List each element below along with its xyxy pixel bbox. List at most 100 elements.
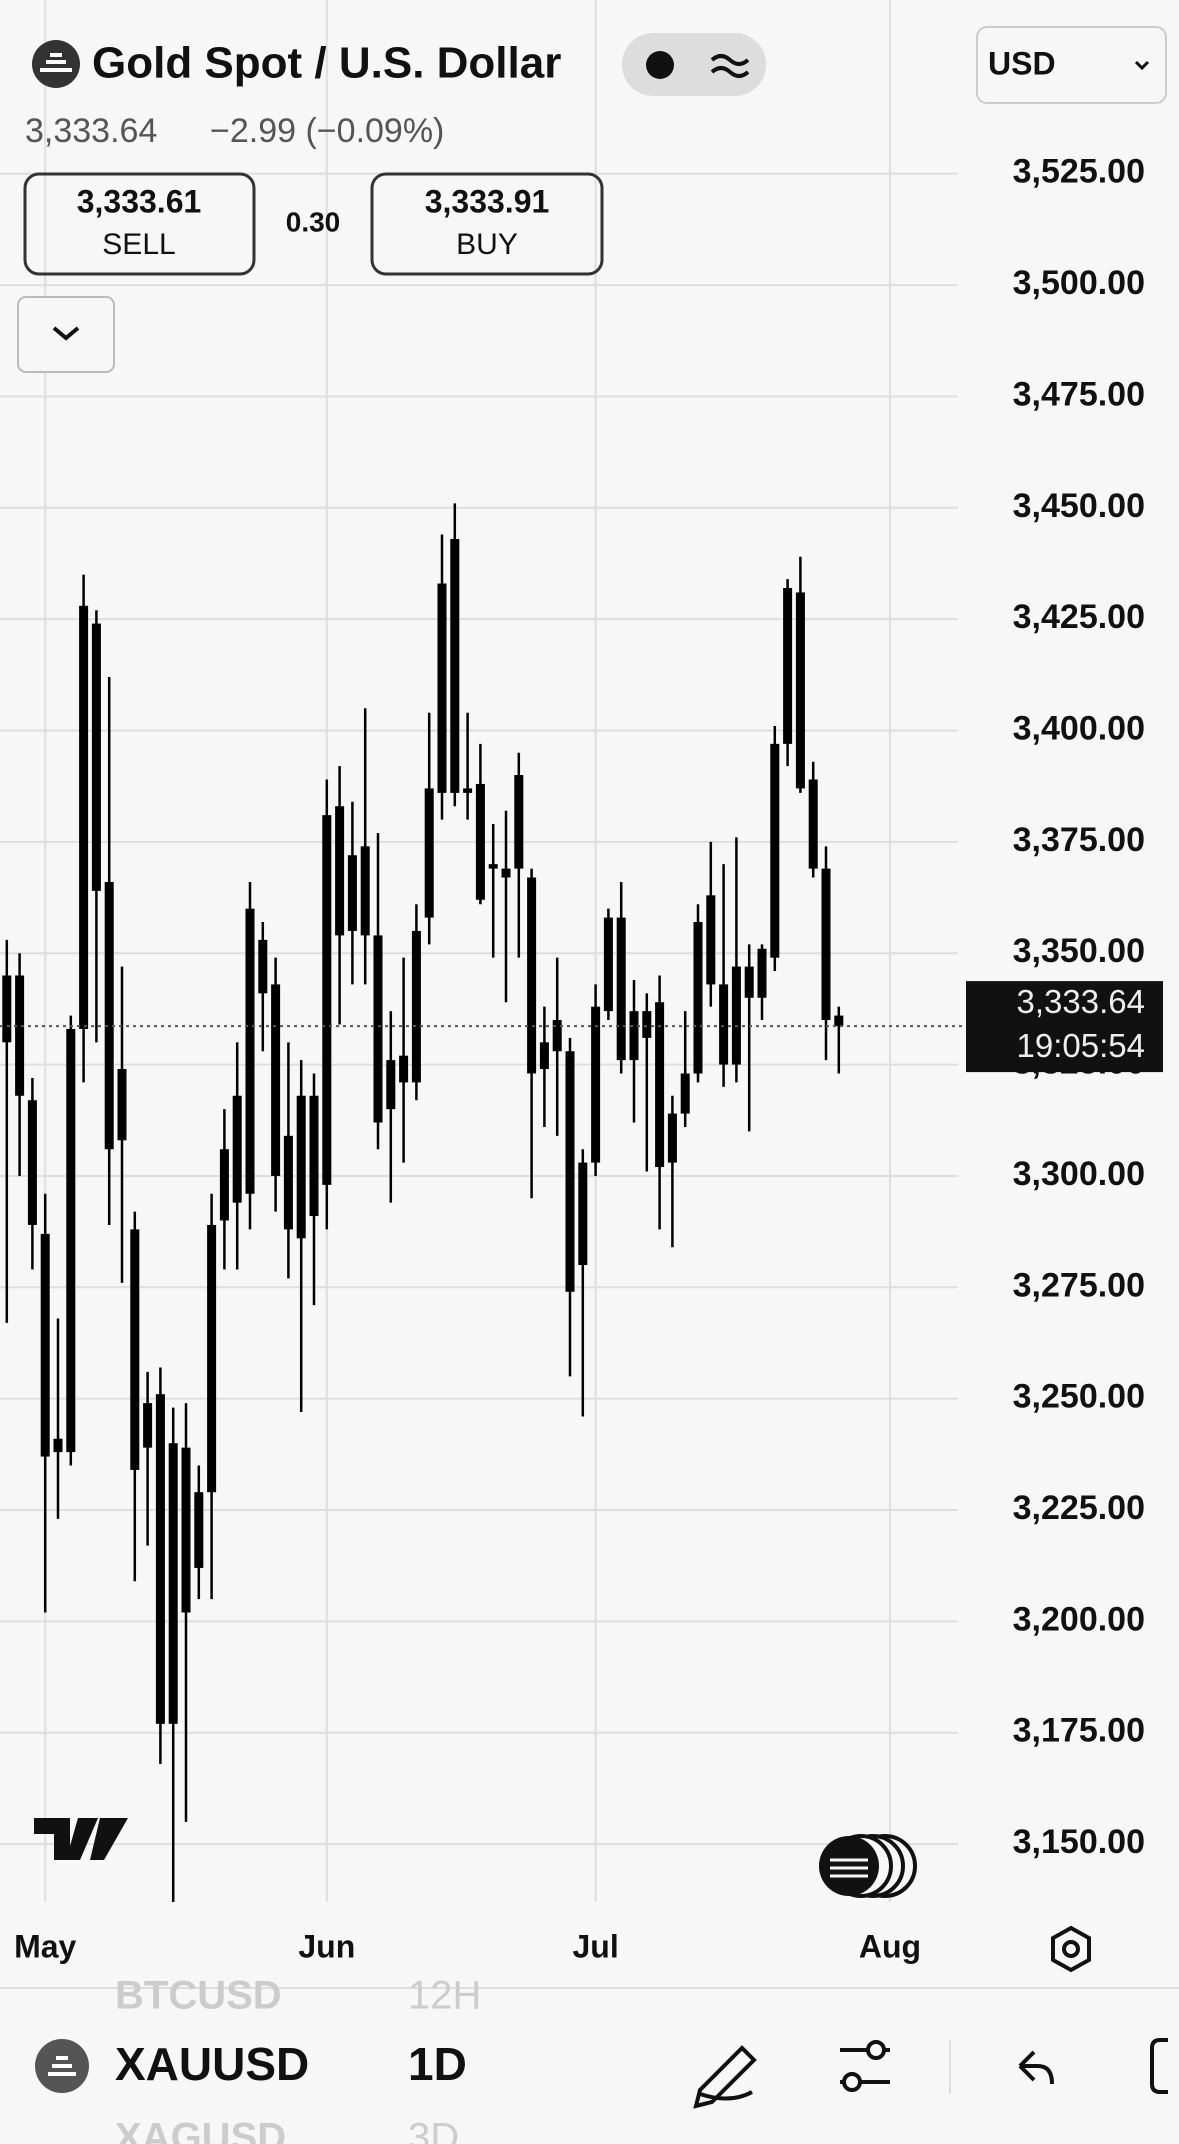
- mode-toggle[interactable]: [622, 33, 766, 96]
- chart-title: Gold Spot / U.S. Dollar: [92, 39, 561, 88]
- candle-body: [706, 895, 716, 985]
- draw-icon[interactable]: [693, 2045, 757, 2109]
- candle-body: [680, 1073, 690, 1114]
- price-change: −2.99 (−0.09%): [210, 112, 444, 150]
- y-tick-label: 3,200.00: [1013, 1600, 1145, 1638]
- candle-body: [450, 538, 460, 793]
- candle-body: [53, 1438, 63, 1453]
- prev-interval[interactable]: 12H: [408, 1974, 481, 2018]
- y-tick-label: 3,500.00: [1013, 264, 1145, 302]
- settings-icon[interactable]: [1051, 1925, 1091, 1973]
- last-price-label: 3,333.64: [1017, 983, 1145, 1020]
- countdown: 19:05:54: [1017, 1027, 1145, 1064]
- slider-knob: [842, 2072, 862, 2092]
- candle-body: [808, 779, 818, 869]
- candle-body: [347, 855, 357, 931]
- candle-body: [322, 815, 332, 1185]
- candle-body: [258, 939, 268, 994]
- spread: 0.30: [286, 206, 341, 237]
- candle-body: [527, 877, 537, 1074]
- slider-knob: [866, 2040, 886, 2060]
- candle-body: [411, 930, 421, 1083]
- candle-body: [143, 1403, 153, 1448]
- y-tick-label: 3,350.00: [1013, 932, 1145, 970]
- candle-body: [245, 908, 255, 1194]
- logo-glyph: [48, 2056, 76, 2076]
- y-tick-label: 3,375.00: [1013, 821, 1145, 859]
- gear: [1051, 1925, 1091, 1973]
- sell-price: 3,333.61: [77, 183, 202, 219]
- interval[interactable]: 1D: [408, 2038, 467, 2090]
- x-tick-label: Jun: [298, 1928, 355, 1964]
- undo-icon[interactable]: [1018, 2050, 1054, 2085]
- candle-body: [207, 1224, 217, 1493]
- candle-body: [783, 587, 793, 744]
- collapse-button[interactable]: [17, 296, 115, 373]
- y-tick-label: 3,225.00: [1013, 1489, 1145, 1527]
- next-symbol[interactable]: XAGUSD: [115, 2116, 286, 2144]
- y-tick-label: 3,475.00: [1013, 375, 1145, 413]
- y-tick-label: 3,250.00: [1013, 1378, 1145, 1416]
- candle-body: [66, 1028, 76, 1453]
- events-icon: [819, 1834, 917, 1898]
- y-tick-label: 3,175.00: [1013, 1712, 1145, 1750]
- chevron-icon: [52, 326, 80, 341]
- toolbar: BTCUSD 12H XAUUSD 1D XAGUSD 3D: [35, 1974, 1168, 2144]
- candle-body: [821, 868, 831, 1021]
- candle-body: [296, 1095, 306, 1239]
- dropdown-icon: [1134, 60, 1150, 71]
- y-tick-label: 3,450.00: [1013, 487, 1145, 525]
- candle-body: [117, 1069, 127, 1141]
- candle-body: [373, 935, 383, 1123]
- last-price-box: [966, 981, 1163, 1073]
- candle-body: [309, 1095, 319, 1217]
- candle-body: [578, 1162, 588, 1266]
- candle-body: [475, 783, 485, 900]
- candle-body: [744, 966, 754, 998]
- candle-body: [731, 966, 741, 1065]
- candle-body: [591, 1006, 601, 1163]
- candle-body: [795, 592, 805, 789]
- currency-select[interactable]: [976, 26, 1167, 104]
- candle-body: [552, 1020, 562, 1052]
- y-tick-label: 3,275.00: [1013, 1266, 1145, 1304]
- x-tick-label: Aug: [859, 1928, 921, 1964]
- candle-body: [501, 868, 511, 878]
- candle-body: [91, 623, 101, 891]
- candle-body: [770, 743, 780, 958]
- sell-button[interactable]: [23, 172, 256, 276]
- candle-body: [565, 1051, 575, 1292]
- candle-body: [424, 788, 434, 918]
- candle-body: [79, 605, 89, 1029]
- prev-symbol[interactable]: BTCUSD: [115, 1974, 282, 2018]
- candle-body: [642, 1011, 652, 1038]
- candle-body: [360, 846, 370, 936]
- y-tick-label: 3,150.00: [1013, 1823, 1145, 1861]
- candle-body: [27, 1100, 37, 1225]
- candle-body: [271, 984, 281, 1176]
- buy-price: 3,333.91: [425, 183, 550, 219]
- candle-body: [629, 1011, 639, 1061]
- x-tick-label: Jul: [572, 1928, 618, 1964]
- y-tick-label: 3,525.00: [1013, 153, 1145, 191]
- header: Gold Spot / U.S. Dollar 3,333.64 −2.99 (…: [17, 26, 1167, 373]
- candle-body: [181, 1447, 191, 1613]
- candle-body: [219, 1149, 229, 1221]
- symbol[interactable]: XAUUSD: [115, 2038, 309, 2090]
- gear-hole: [1062, 1940, 1080, 1958]
- y-tick-label: 3,425.00: [1013, 598, 1145, 636]
- currency: USD: [988, 45, 1056, 81]
- candle-body: [155, 1394, 165, 1724]
- fullscreen-icon[interactable]: [1150, 2038, 1168, 2094]
- next-interval[interactable]: 3D: [408, 2116, 459, 2144]
- y-tick-label: 3,300.00: [1013, 1155, 1145, 1193]
- candle-body: [232, 1095, 242, 1203]
- candle-body: [40, 1233, 50, 1457]
- candle-body: [104, 881, 114, 1150]
- overlay: 3,150.00 3,175.00 3,200.00 3,225.00 3,250.00…: [0, 153, 1163, 1964]
- x-tick-label: May: [14, 1928, 76, 1964]
- flag-coin: [819, 1836, 879, 1896]
- candle-body: [757, 948, 767, 998]
- buy-button[interactable]: [370, 172, 604, 276]
